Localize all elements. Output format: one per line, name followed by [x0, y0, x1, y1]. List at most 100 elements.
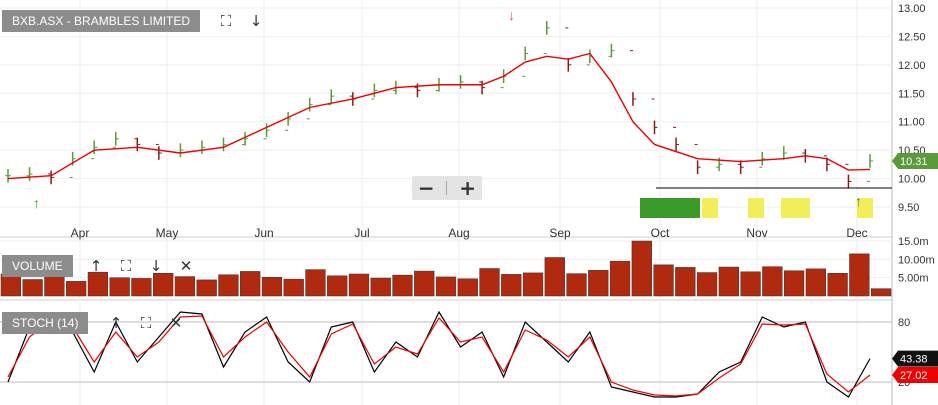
- y-tick-label: 10.00m: [898, 254, 935, 266]
- last-price-label: 10.31: [900, 156, 928, 168]
- expand-icon[interactable]: ⛶: [120, 257, 132, 275]
- volume-bar: [153, 273, 174, 297]
- volume-bar: [327, 275, 348, 297]
- volume-bar: [66, 281, 87, 297]
- event-marker: [794, 198, 810, 218]
- y-tick-label: 11.00: [898, 117, 925, 129]
- volume-bar: [588, 270, 609, 297]
- y-tick-label: 12.00: [898, 60, 926, 72]
- stoch-value-label: 43.38: [900, 354, 928, 366]
- volume-bar: [22, 279, 43, 297]
- volume-bar: [435, 276, 457, 297]
- event-marker: [857, 198, 873, 218]
- arrow-down-icon[interactable]: ↓: [149, 257, 163, 275]
- volume-bar: [696, 272, 718, 297]
- stoch-d-line: [7, 315, 871, 397]
- volume-bar: [479, 268, 500, 297]
- volume-bar: [305, 269, 326, 297]
- x-tick-label: May: [156, 226, 179, 240]
- x-tick-label: Apr: [71, 226, 90, 240]
- y-tick-label: 13.00: [898, 3, 926, 15]
- stoch-title: STOCH (14): [2, 312, 89, 334]
- arrow-down-icon[interactable]: ↓: [249, 12, 263, 30]
- buy-signal-icon: ↑: [33, 195, 40, 211]
- expand-icon[interactable]: ⛶: [220, 12, 232, 30]
- volume-bar: [196, 279, 217, 297]
- expand-icon[interactable]: ⛶: [140, 314, 152, 332]
- event-marker: [688, 198, 700, 218]
- event-marker: [652, 198, 664, 218]
- volume-bar: [131, 278, 152, 297]
- stoch-lines: [7, 310, 871, 398]
- volume-bar: [240, 271, 261, 297]
- volume-bar: [762, 266, 783, 297]
- y-tick-label: 10.00: [898, 174, 926, 186]
- y-tick-label: 15.0m: [898, 236, 929, 248]
- volume-bars: [0, 240, 892, 297]
- volume-bar: [631, 240, 652, 297]
- volume-bar: [827, 273, 848, 297]
- y-tick-label: 12.50: [898, 31, 926, 43]
- event-marker: [676, 198, 688, 218]
- volume-bar: [392, 274, 413, 297]
- volume-bar: [501, 274, 522, 297]
- x-tick-label: Sep: [549, 226, 571, 240]
- x-tick-label: Oct: [651, 226, 670, 240]
- y-tick-label: 80: [898, 317, 910, 329]
- volume-bar: [348, 273, 370, 297]
- last-price-tag: [892, 152, 938, 169]
- event-marker: [748, 198, 764, 218]
- x-tick-label: Dec: [846, 226, 867, 240]
- x-tick-label: Aug: [448, 226, 469, 240]
- volume-bar: [849, 253, 870, 297]
- close-icon[interactable]: ✕: [169, 314, 183, 332]
- volume-bar: [870, 288, 892, 297]
- volume-bar: [783, 270, 805, 297]
- sell-signal-icon: ↓: [508, 7, 515, 23]
- stoch-value-label: 27.02: [900, 370, 928, 382]
- x-tick-label: Nov: [746, 226, 767, 240]
- y-tick-label: 5.00m: [898, 273, 929, 285]
- volume-bar: [44, 275, 65, 297]
- volume-bar: [370, 277, 391, 297]
- volume-bar: [718, 266, 739, 297]
- event-marker: [702, 198, 718, 218]
- x-tick-label: Jul: [354, 226, 369, 240]
- zoom-control: − +: [412, 176, 482, 200]
- volume-bar: [261, 277, 283, 297]
- zoom-out-button[interactable]: −: [417, 176, 435, 200]
- zoom-in-button[interactable]: +: [459, 176, 477, 200]
- volume-bar: [87, 271, 109, 297]
- arrow-up-icon[interactable]: ↑: [109, 314, 123, 332]
- chart-title: BXB.ASX - BRAMBLES LIMITED: [2, 10, 201, 32]
- volume-bar: [174, 276, 196, 297]
- volume-bar: [566, 273, 587, 297]
- volume-title: VOLUME: [2, 255, 73, 277]
- volume-bar: [414, 270, 435, 297]
- event-marker: [640, 198, 652, 218]
- volume-bar: [805, 268, 826, 297]
- close-icon[interactable]: ✕: [179, 257, 193, 275]
- buy-signal-icon: ↑: [855, 193, 862, 209]
- stoch-k-line: [7, 310, 871, 398]
- arrow-up-icon[interactable]: ↑: [89, 257, 103, 275]
- y-axis: 9.5010.0010.5011.0011.5012.0012.5013.001…: [892, 3, 938, 389]
- ma-line: [7, 52, 871, 180]
- volume-bar: [0, 273, 22, 297]
- volume-bar: [109, 277, 130, 297]
- stoch-value-tag: [892, 350, 938, 367]
- event-marker: [664, 198, 676, 218]
- volume-bar: [522, 272, 544, 297]
- event-marker: [781, 198, 797, 218]
- volume-bar: [653, 264, 674, 297]
- volume-bar: [544, 257, 565, 297]
- volume-bar: [457, 278, 478, 297]
- y-tick-label: 9.50: [898, 202, 919, 214]
- volume-bar: [675, 267, 696, 297]
- stoch-value-tag: [892, 366, 938, 383]
- volume-bar: [283, 278, 304, 297]
- volume-bar: [740, 271, 761, 297]
- price-series: ↑ ↓ ↑: [5, 7, 892, 218]
- x-tick-label: Jun: [254, 226, 273, 240]
